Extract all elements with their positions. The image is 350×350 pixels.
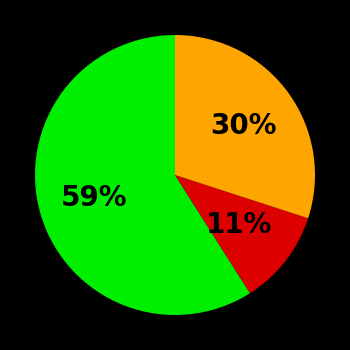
Wedge shape — [35, 35, 250, 315]
Text: 30%: 30% — [210, 112, 276, 140]
Text: 11%: 11% — [206, 211, 272, 239]
Text: 59%: 59% — [61, 184, 128, 212]
Wedge shape — [175, 35, 315, 218]
Wedge shape — [175, 175, 308, 293]
